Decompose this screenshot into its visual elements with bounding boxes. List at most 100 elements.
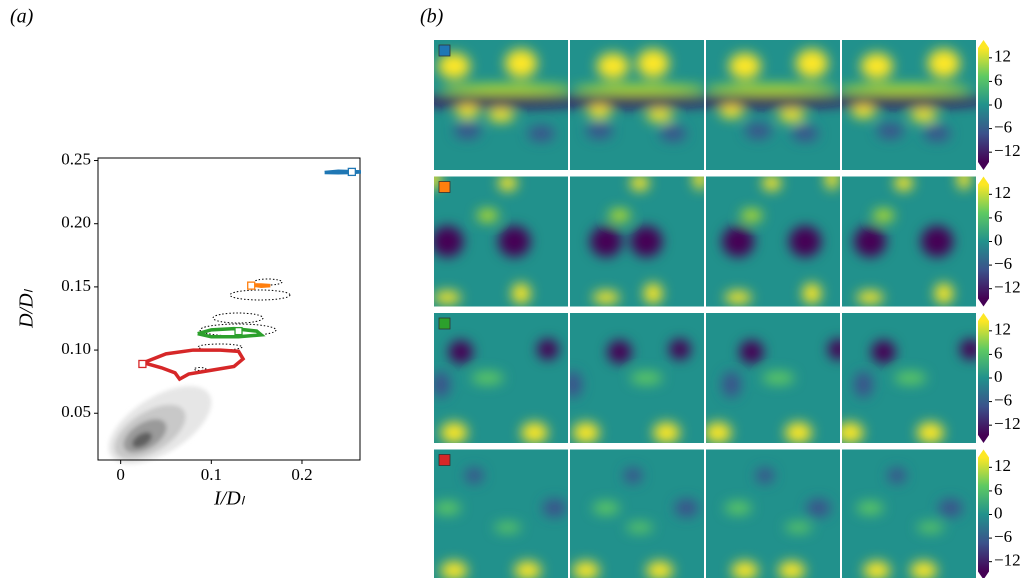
colorbar-tick-label: 12 bbox=[994, 456, 1011, 475]
vortex bbox=[630, 225, 663, 258]
x-tick-label: 0.2 bbox=[291, 465, 312, 484]
vortex bbox=[827, 339, 840, 360]
density-background bbox=[108, 386, 212, 464]
vortex bbox=[755, 467, 775, 484]
vortex bbox=[934, 283, 954, 304]
y-tick-label: 0.20 bbox=[61, 213, 91, 232]
vortex bbox=[537, 339, 559, 360]
snapshot-blobs bbox=[856, 467, 963, 578]
snapshot-blobs bbox=[842, 339, 976, 443]
vortex bbox=[789, 225, 822, 258]
vortex bbox=[455, 105, 480, 118]
vortex bbox=[842, 84, 971, 95]
colorbar-tick-label: 6 bbox=[994, 207, 1003, 226]
orbit bbox=[324, 169, 362, 175]
vortex bbox=[511, 283, 531, 304]
vortex bbox=[514, 561, 542, 578]
orbit bbox=[251, 283, 271, 289]
snapshot-blobs bbox=[724, 467, 831, 578]
vortex bbox=[762, 371, 795, 385]
vortex bbox=[498, 176, 518, 191]
y-tick-label: 0.15 bbox=[61, 276, 91, 295]
panel-b: 12 6 0 −6 −12 12 6 0 −6 −12 12 6 0 −6 −12 12 6 0 −6 −12 bbox=[434, 40, 1021, 578]
colorbar-tick-label: 6 bbox=[994, 343, 1003, 362]
vortex bbox=[706, 422, 732, 443]
orbit bbox=[197, 326, 266, 339]
colorbar-tick-label: 0 bbox=[994, 230, 1003, 249]
vorticity-snapshot bbox=[434, 313, 568, 443]
vortex bbox=[785, 422, 812, 443]
colorbar bbox=[978, 321, 989, 435]
orbit-marker bbox=[247, 281, 256, 290]
snapshot-blobs bbox=[722, 176, 839, 304]
vortex bbox=[669, 339, 691, 360]
vortex bbox=[505, 49, 538, 78]
vortex bbox=[607, 340, 632, 364]
vorticity-snapshot bbox=[842, 449, 976, 578]
vortex bbox=[722, 225, 755, 258]
snapshot-blobs bbox=[434, 467, 567, 578]
vortex bbox=[871, 340, 896, 364]
vortex bbox=[894, 176, 914, 191]
vortex bbox=[802, 283, 822, 304]
vorticity-snapshot bbox=[570, 449, 704, 578]
vortex bbox=[596, 53, 629, 79]
vortex bbox=[894, 371, 927, 385]
vortex bbox=[434, 290, 461, 304]
orbit bbox=[142, 348, 246, 382]
snapshot-blobs bbox=[434, 49, 568, 142]
vortex bbox=[731, 561, 759, 578]
vortex bbox=[706, 94, 840, 108]
colorbar bbox=[978, 48, 989, 162]
vortex bbox=[854, 371, 873, 398]
snapshot-blobs bbox=[706, 339, 840, 443]
y-tick-label: 0.10 bbox=[61, 339, 91, 358]
vortex bbox=[739, 340, 764, 364]
vortex bbox=[659, 125, 687, 142]
vortex bbox=[521, 422, 548, 443]
vortex bbox=[434, 176, 441, 190]
vortex bbox=[440, 561, 468, 578]
vortex bbox=[724, 290, 752, 304]
vorticity-snapshot bbox=[570, 40, 704, 170]
vortex bbox=[927, 49, 960, 78]
vortex bbox=[957, 176, 971, 190]
x-tick-label: 0 bbox=[116, 465, 125, 484]
vortex bbox=[856, 290, 884, 304]
vorticity-snapshot bbox=[842, 313, 976, 443]
vortex bbox=[791, 125, 819, 142]
vortex bbox=[434, 371, 451, 398]
vortex bbox=[674, 498, 699, 518]
y-axis-label: D/Dₗ bbox=[16, 288, 38, 328]
vortex bbox=[825, 176, 839, 190]
vortex bbox=[464, 467, 484, 484]
vortex bbox=[572, 422, 600, 443]
vortex bbox=[434, 501, 461, 515]
vortex bbox=[917, 522, 944, 533]
colorbar bbox=[978, 184, 989, 299]
vortex bbox=[795, 49, 828, 78]
snapshot-blobs bbox=[434, 339, 559, 443]
vortex bbox=[440, 84, 568, 95]
vortex bbox=[608, 209, 631, 222]
vortex bbox=[938, 498, 963, 518]
colorbar-extend bbox=[978, 40, 989, 48]
vortex bbox=[630, 371, 663, 385]
vortex bbox=[842, 422, 864, 443]
vortex bbox=[863, 561, 891, 578]
vortex bbox=[856, 501, 884, 515]
vortex bbox=[921, 225, 954, 258]
vortex bbox=[762, 176, 782, 191]
vortex bbox=[592, 501, 620, 515]
vortex bbox=[498, 225, 531, 258]
vortex bbox=[872, 209, 895, 222]
vortex bbox=[887, 467, 907, 484]
vortex bbox=[959, 339, 976, 360]
vortex bbox=[434, 94, 568, 108]
vortex bbox=[744, 123, 772, 139]
colorbar-extend bbox=[978, 176, 989, 185]
colorbar-tick-label: −12 bbox=[994, 551, 1021, 570]
colorbar-extend bbox=[978, 313, 989, 321]
vortex bbox=[572, 84, 704, 95]
colorbar bbox=[978, 457, 989, 572]
